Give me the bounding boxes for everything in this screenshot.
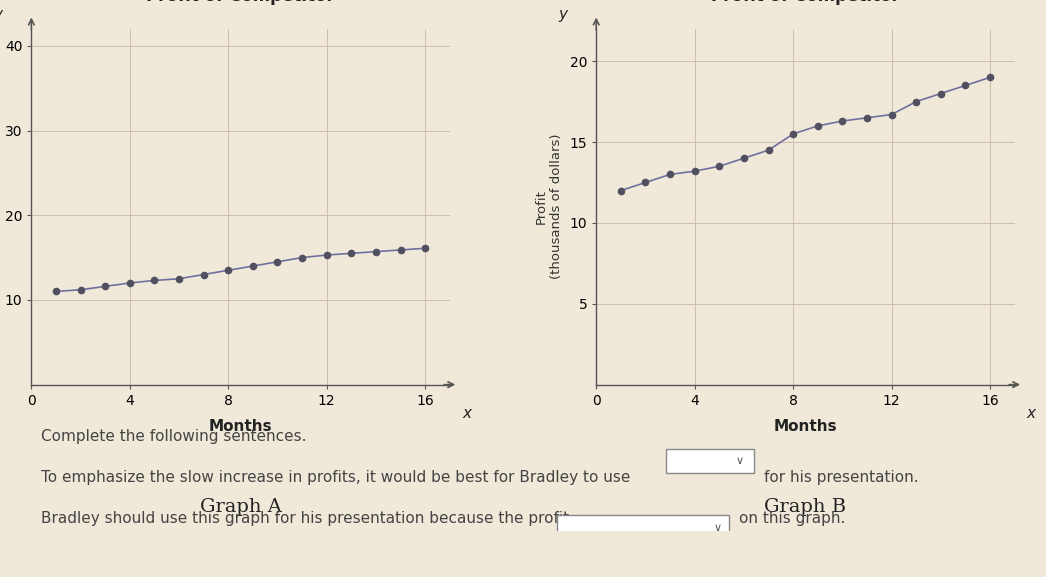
FancyBboxPatch shape bbox=[558, 515, 729, 539]
Text: Complete the following sentences.: Complete the following sentences. bbox=[41, 429, 306, 444]
Text: Graph B: Graph B bbox=[765, 499, 846, 516]
Text: for his presentation.: for his presentation. bbox=[764, 470, 918, 485]
Text: x: x bbox=[1027, 406, 1036, 421]
Text: x: x bbox=[462, 406, 471, 421]
Text: ∨: ∨ bbox=[735, 456, 744, 466]
Title: Profit of Competitor: Profit of Competitor bbox=[146, 0, 335, 5]
Text: y: y bbox=[559, 7, 567, 22]
Y-axis label: Profit
(thousands of dollars): Profit (thousands of dollars) bbox=[535, 134, 563, 279]
Text: Graph A: Graph A bbox=[200, 499, 281, 516]
Title: Profit of Competitor: Profit of Competitor bbox=[711, 0, 900, 5]
Text: To emphasize the slow increase in profits, it would be best for Bradley to use: To emphasize the slow increase in profit… bbox=[41, 470, 631, 485]
X-axis label: Months: Months bbox=[209, 419, 272, 434]
FancyBboxPatch shape bbox=[665, 448, 754, 473]
Text: ∨: ∨ bbox=[713, 523, 722, 533]
Text: y: y bbox=[0, 7, 2, 22]
X-axis label: Months: Months bbox=[774, 419, 837, 434]
Text: on this graph.: on this graph. bbox=[740, 511, 845, 526]
Text: Bradley should use this graph for his presentation because the profit: Bradley should use this graph for his pr… bbox=[41, 511, 569, 526]
